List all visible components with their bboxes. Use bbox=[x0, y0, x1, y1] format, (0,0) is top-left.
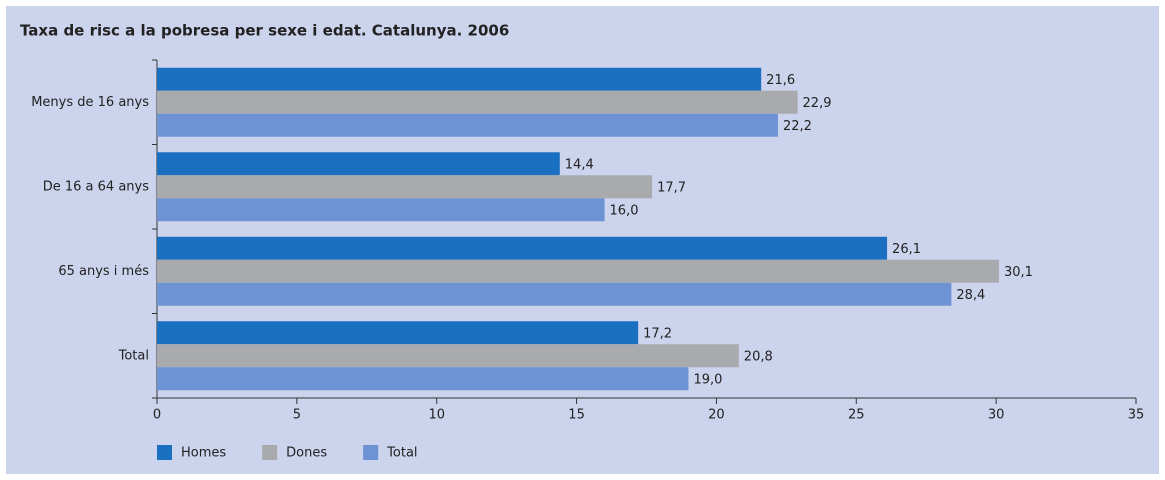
y-tick-label: Total bbox=[118, 348, 149, 363]
legend-label: Total bbox=[386, 446, 417, 461]
value-label: 30,1 bbox=[1004, 265, 1033, 280]
x-tick-label: 0 bbox=[153, 408, 161, 423]
value-label: 16,0 bbox=[610, 203, 639, 218]
x-tick-label: 35 bbox=[1128, 408, 1145, 423]
bar bbox=[157, 152, 560, 176]
bar bbox=[157, 113, 778, 137]
value-label: 14,4 bbox=[565, 157, 594, 172]
bar bbox=[157, 282, 952, 306]
value-label: 21,6 bbox=[766, 73, 795, 88]
y-tick-label: Menys de 16 anys bbox=[31, 95, 149, 110]
x-tick-label: 5 bbox=[293, 408, 301, 423]
x-tick-label: 25 bbox=[848, 408, 865, 423]
legend-swatch bbox=[262, 445, 278, 460]
bar bbox=[157, 236, 888, 260]
bar bbox=[157, 198, 605, 222]
y-tick-label: De 16 a 64 anys bbox=[43, 179, 149, 194]
bar bbox=[157, 367, 689, 391]
bar bbox=[157, 344, 739, 368]
value-label: 26,1 bbox=[892, 242, 921, 257]
value-label: 28,4 bbox=[956, 288, 985, 303]
bar bbox=[157, 175, 653, 199]
chart-title: Taxa de risc a la pobresa per sexe i eda… bbox=[20, 22, 509, 40]
y-tick-label: 65 anys i més bbox=[58, 264, 149, 279]
legend-label: Homes bbox=[181, 446, 226, 461]
bar bbox=[157, 90, 798, 114]
value-label: 20,8 bbox=[744, 349, 773, 364]
x-tick-label: 15 bbox=[568, 408, 585, 423]
bar bbox=[157, 259, 999, 283]
bar bbox=[157, 67, 762, 91]
bar bbox=[157, 321, 639, 345]
legend-label: Dones bbox=[286, 446, 327, 461]
value-label: 19,0 bbox=[693, 372, 722, 387]
x-tick-label: 30 bbox=[988, 408, 1005, 423]
legend-swatch bbox=[157, 445, 172, 460]
x-tick-label: 10 bbox=[428, 408, 445, 423]
x-tick-label: 20 bbox=[708, 408, 725, 423]
value-label: 22,2 bbox=[783, 119, 812, 134]
value-label: 17,2 bbox=[643, 326, 672, 341]
legend-swatch bbox=[363, 445, 379, 460]
value-label: 17,7 bbox=[657, 180, 686, 195]
value-label: 22,9 bbox=[803, 96, 832, 111]
